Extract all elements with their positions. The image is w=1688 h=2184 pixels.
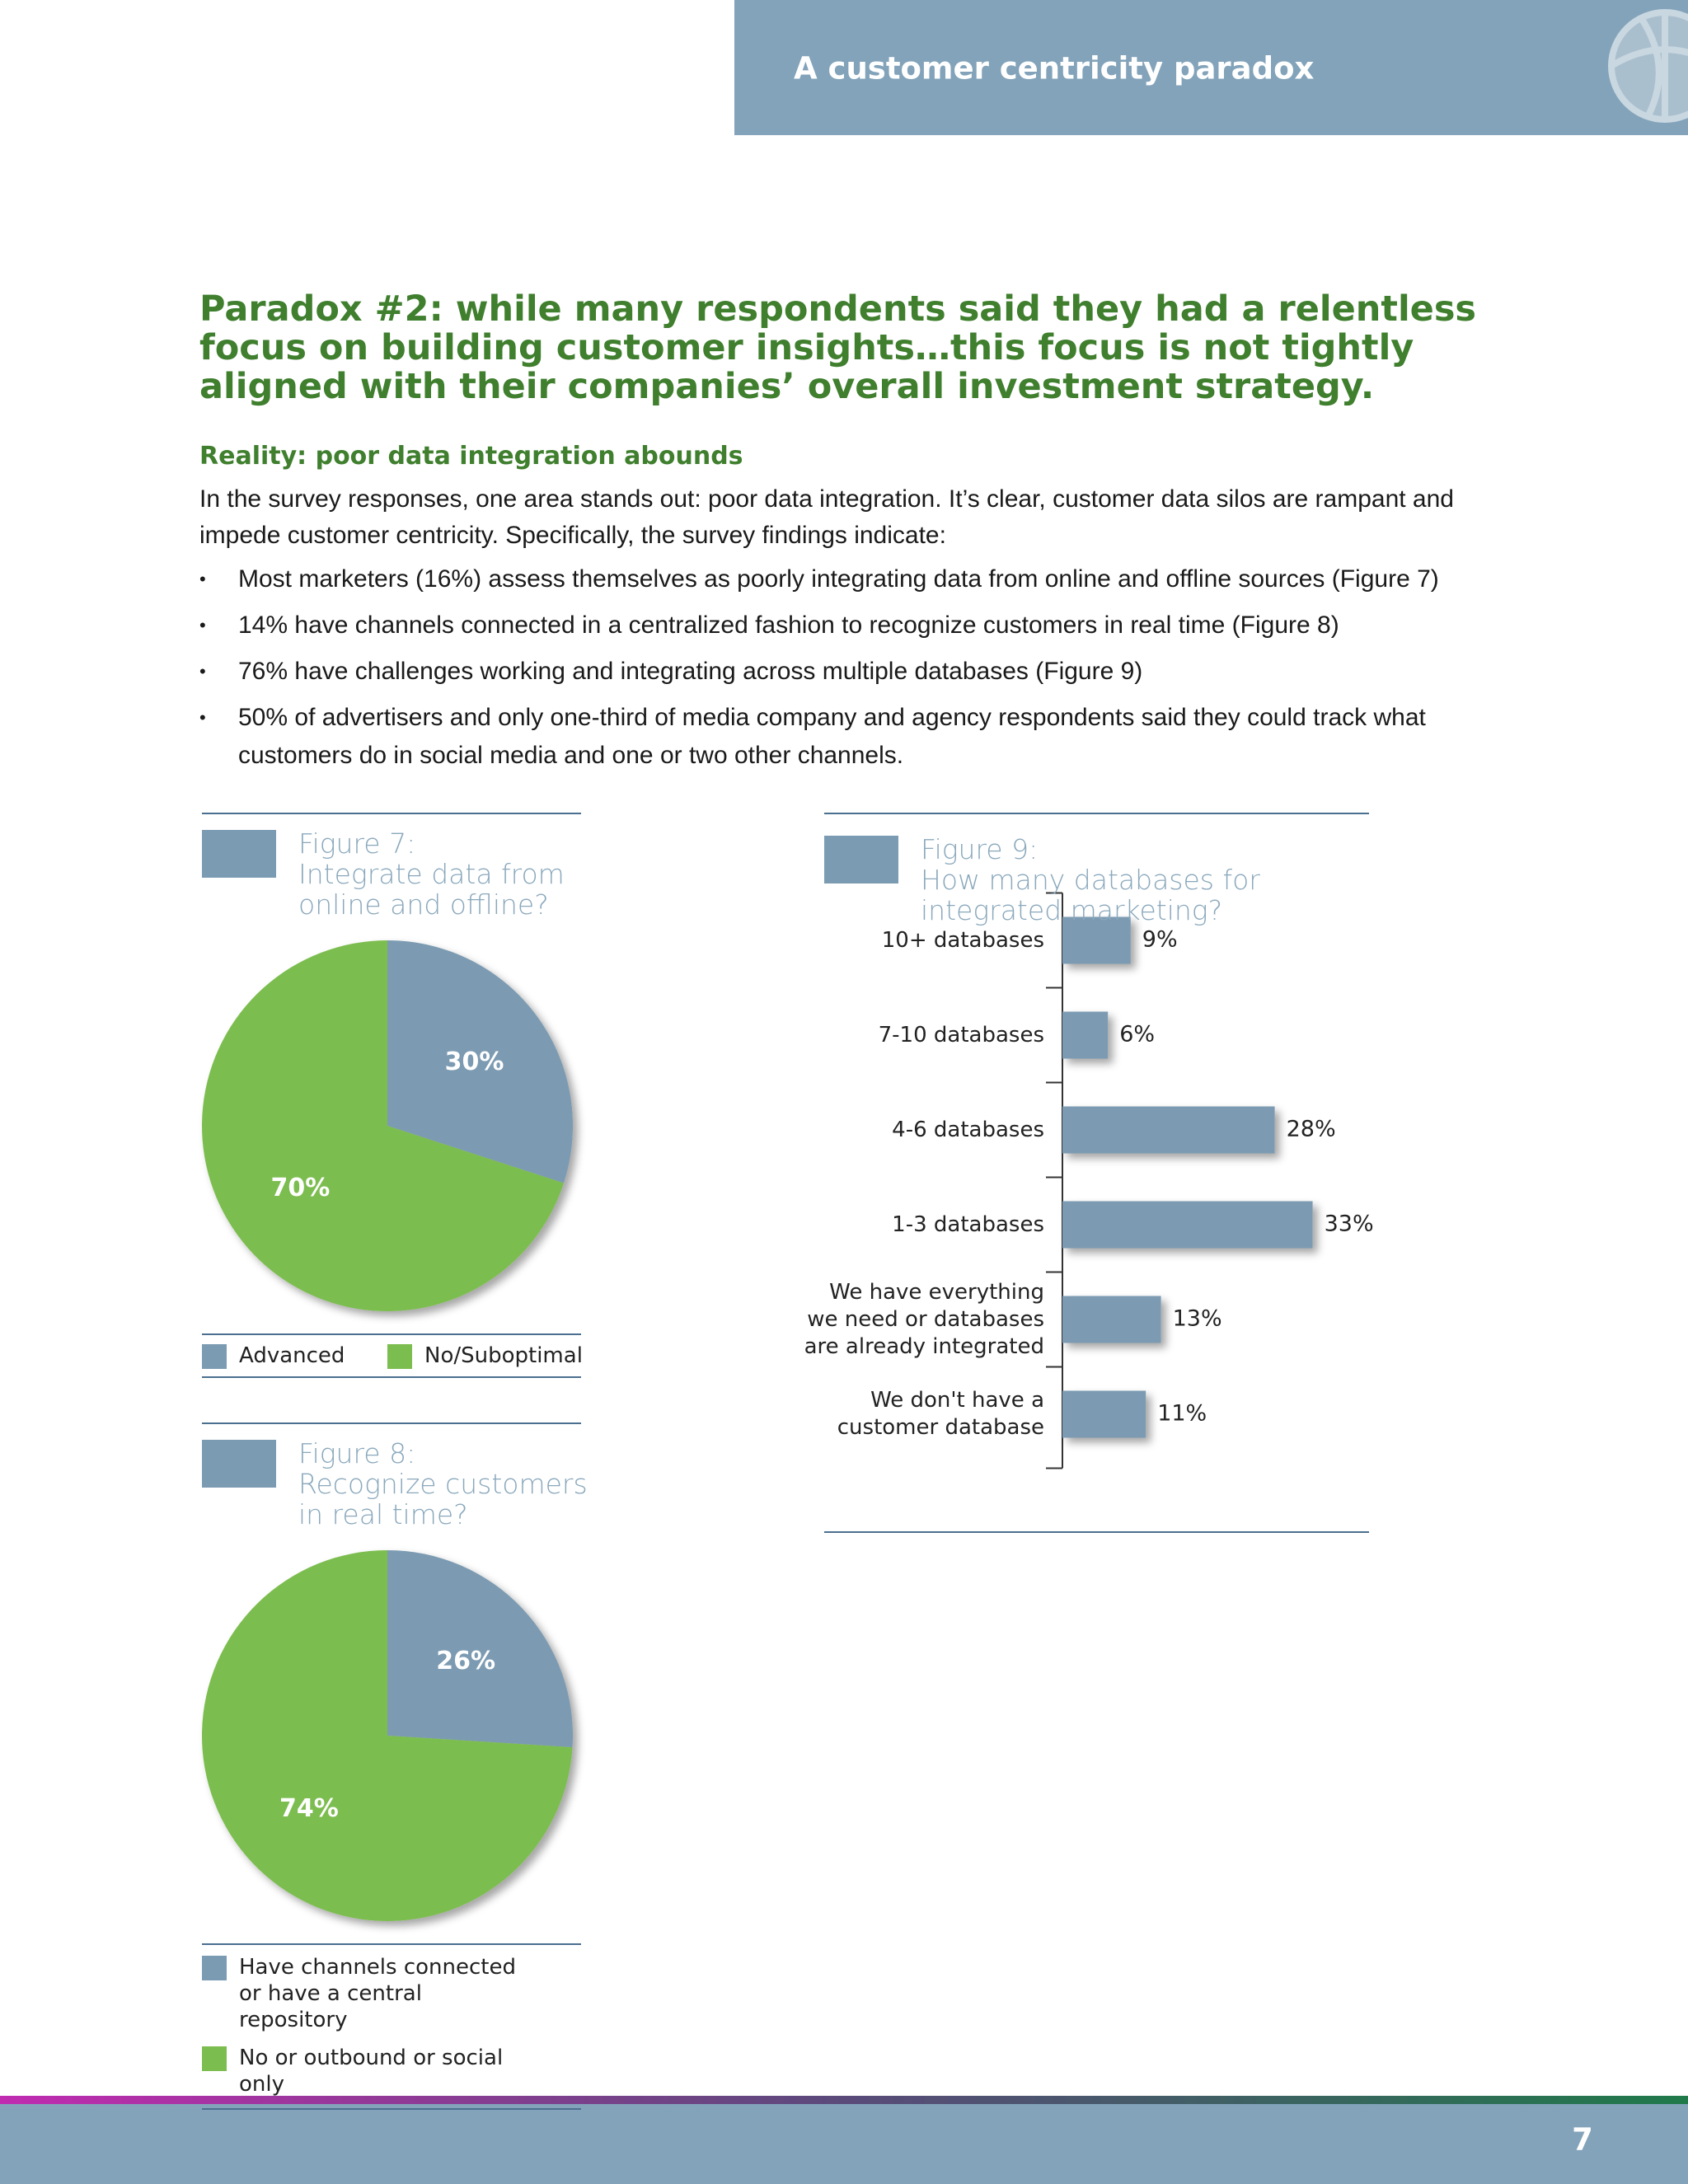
globe-icon (1608, 9, 1688, 123)
figure-name: Recognize customers in real time? (298, 1468, 588, 1530)
bar-value-label: 13% (1173, 1306, 1222, 1332)
category-label: We don't have a customer database (837, 1388, 1044, 1440)
legend-label: No or outbound or social only (239, 2046, 504, 2097)
bullet-list: Most marketers (16%) assess themselves a… (199, 560, 1485, 783)
slice-label: 74% (279, 1794, 339, 1823)
subheading: Reality: poor data integration abounds (199, 442, 743, 471)
bar-value-label: 33% (1325, 1212, 1374, 1237)
figure-box (202, 1440, 276, 1488)
bar (1062, 1296, 1161, 1343)
page-number: 7 (1572, 2122, 1593, 2158)
legend-label: No/Suboptimal (424, 1343, 583, 1368)
intro: In the survey responses, one area stands… (199, 485, 1454, 549)
bullet: 14% have channels connected in a central… (199, 607, 1485, 644)
figure-box (824, 836, 898, 883)
legend-swatch (202, 2046, 227, 2071)
figure-name: How many databases for integrated market… (921, 864, 1260, 926)
bar (1062, 1011, 1109, 1059)
slice-label: 26% (436, 1647, 495, 1675)
legend-swatch (202, 1956, 227, 1980)
legend-swatch (387, 1344, 412, 1369)
category-label: 7-10 databases (878, 1022, 1044, 1047)
figure-label: Figure 7: (298, 827, 416, 860)
category-label: 4-6 databases (892, 1117, 1044, 1142)
pie (202, 940, 574, 1311)
figure-box (202, 830, 276, 878)
bar (1062, 916, 1131, 964)
figure-name: Integrate data from online and offline? (298, 858, 565, 921)
category-label: 10+ databases (881, 927, 1044, 953)
figure-label: Figure 8: (298, 1437, 416, 1469)
bar-value-label: 28% (1287, 1117, 1336, 1142)
legend-label: Advanced (239, 1343, 345, 1368)
bar (1062, 1201, 1313, 1249)
header-bar (734, 0, 1688, 135)
figure-title: Figure 7: Integrate data from online and … (298, 828, 595, 920)
footer-bar (0, 2104, 1688, 2184)
pie-slice (387, 1550, 573, 1748)
pie (202, 1550, 573, 1922)
bar-value-label: 6% (1119, 1022, 1155, 1047)
pie-slice (387, 940, 574, 1183)
bar (1062, 1106, 1275, 1154)
slice-label: 70% (271, 1174, 331, 1202)
legend-label: Have channels connected or have a centra… (239, 1955, 516, 2032)
figure-title: Figure 8: Recognize customers in real tim… (298, 1438, 595, 1530)
legend-swatch (202, 1344, 227, 1369)
bullet: Most marketers (16%) assess themselves a… (199, 560, 1485, 598)
figure-title: Figure 9: How many databases for integrat… (921, 834, 1267, 926)
bullet: 50% of advertisers and only one-third of… (199, 699, 1485, 775)
pie-slice (202, 1550, 573, 1922)
figure-label: Figure 9: (921, 833, 1039, 865)
heading: Paradox #2: while many respondents said … (199, 288, 1477, 407)
slice-label: 30% (445, 1047, 504, 1076)
category-label: 1-3 databases (892, 1212, 1044, 1237)
bar-value-label: 9% (1142, 927, 1178, 953)
category-label: We have everything we need or databases … (804, 1279, 1044, 1359)
header-title: A customer centricity paradox (794, 51, 1315, 87)
footer-stripe (0, 2096, 1688, 2104)
bar-value-label: 11% (1157, 1401, 1207, 1427)
bar (1062, 1390, 1146, 1438)
pie-slice (202, 940, 564, 1311)
bullet: 76% have challenges working and integrat… (199, 653, 1485, 691)
